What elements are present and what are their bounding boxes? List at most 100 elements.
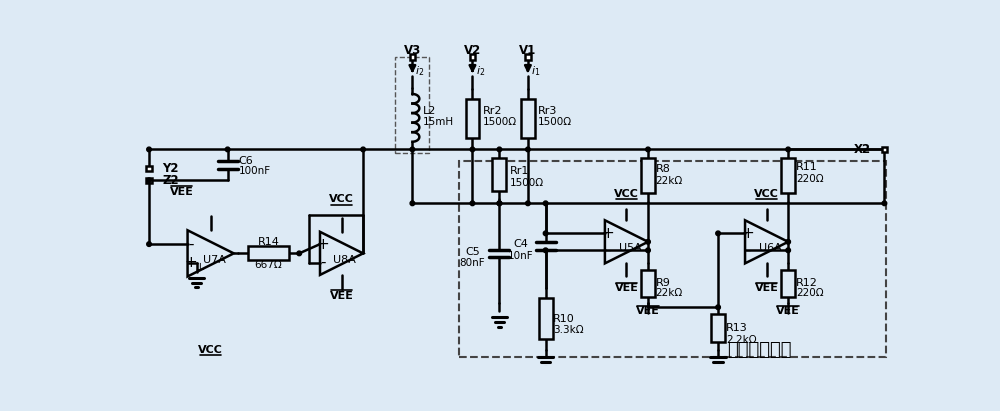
Bar (525, 54, 531, 60)
Bar (539, 298, 553, 339)
Text: 22kΩ: 22kΩ (656, 289, 683, 298)
Text: V3: V3 (404, 44, 421, 58)
Circle shape (225, 147, 230, 152)
Circle shape (882, 201, 887, 206)
Bar (492, 158, 506, 191)
Bar (146, 178, 152, 183)
Text: 改变蔡氏电路: 改变蔡氏电路 (727, 341, 791, 359)
Circle shape (497, 201, 502, 206)
Circle shape (470, 147, 475, 152)
Bar (470, 54, 475, 60)
Bar (466, 99, 479, 138)
Text: VEE: VEE (169, 187, 193, 197)
Circle shape (786, 147, 790, 152)
Bar (882, 147, 887, 152)
Bar (410, 54, 415, 60)
Circle shape (526, 147, 530, 152)
Text: $i_1$: $i_1$ (531, 64, 540, 78)
Text: $i_2$: $i_2$ (415, 64, 425, 78)
Circle shape (297, 251, 302, 256)
Circle shape (786, 248, 790, 253)
Text: +: + (317, 237, 329, 252)
Bar (248, 247, 289, 260)
Circle shape (410, 201, 415, 206)
Bar (521, 99, 535, 138)
Text: -: - (745, 243, 751, 258)
Text: 10nF: 10nF (508, 251, 534, 261)
Text: -: - (188, 237, 193, 252)
Text: Rr1: Rr1 (509, 166, 529, 176)
Circle shape (470, 201, 475, 206)
Bar (781, 270, 795, 297)
Text: -: - (605, 243, 611, 258)
Text: U7A: U7A (203, 254, 226, 265)
Circle shape (147, 242, 151, 247)
Text: 667Ω: 667Ω (255, 260, 282, 270)
Bar (459, 161, 886, 357)
Text: VCC: VCC (614, 189, 639, 199)
Text: V2: V2 (464, 44, 481, 58)
Text: Rr3: Rr3 (538, 106, 557, 116)
Text: R12: R12 (796, 277, 818, 288)
Text: -: - (320, 255, 326, 270)
Text: 22kΩ: 22kΩ (656, 176, 683, 186)
Circle shape (646, 147, 650, 152)
Text: Z2: Z2 (162, 174, 179, 187)
Text: X2: X2 (853, 143, 871, 156)
Circle shape (543, 201, 548, 206)
Text: R8: R8 (656, 164, 671, 174)
Text: R14: R14 (257, 237, 279, 247)
Text: R11: R11 (796, 162, 818, 172)
Text: 1500Ω: 1500Ω (482, 118, 517, 127)
Circle shape (543, 231, 548, 236)
Text: 220Ω: 220Ω (796, 289, 823, 298)
Bar (395, 57, 429, 153)
Text: C5: C5 (465, 247, 480, 257)
Text: U8A: U8A (333, 254, 356, 265)
Text: 2.2kΩ: 2.2kΩ (726, 335, 756, 344)
Text: 1500Ω: 1500Ω (509, 178, 544, 187)
Bar (641, 270, 655, 297)
Text: 220Ω: 220Ω (796, 174, 823, 184)
Text: C6: C6 (238, 156, 253, 166)
Text: VCC: VCC (754, 189, 779, 199)
Circle shape (147, 178, 151, 182)
Text: R10: R10 (553, 314, 575, 324)
Text: Y2: Y2 (162, 162, 179, 175)
Text: C4: C4 (514, 239, 528, 249)
Text: +: + (184, 255, 197, 270)
Circle shape (786, 240, 790, 244)
Circle shape (646, 240, 650, 244)
Text: VEE: VEE (755, 283, 779, 293)
Text: U6A: U6A (759, 243, 782, 253)
Text: +: + (602, 226, 614, 241)
Circle shape (526, 201, 530, 206)
Text: VCC: VCC (329, 194, 354, 204)
Circle shape (147, 147, 151, 152)
Text: VEE: VEE (776, 306, 800, 316)
Text: R13: R13 (726, 323, 748, 333)
Bar (781, 158, 795, 193)
Text: R9: R9 (656, 277, 671, 288)
Text: 100nF: 100nF (238, 166, 271, 176)
Text: VEE: VEE (636, 306, 660, 316)
Text: 80nF: 80nF (460, 259, 485, 268)
Text: V1: V1 (519, 44, 537, 58)
Bar (146, 166, 152, 171)
Circle shape (716, 305, 720, 309)
Circle shape (716, 231, 720, 236)
Text: VEE: VEE (615, 283, 638, 293)
Circle shape (497, 201, 502, 206)
Text: L2: L2 (422, 106, 436, 116)
Text: 15mH: 15mH (422, 118, 454, 127)
Circle shape (361, 147, 365, 152)
Circle shape (410, 147, 415, 152)
Text: VEE: VEE (330, 291, 353, 301)
Bar (641, 158, 655, 193)
Text: 1500Ω: 1500Ω (538, 118, 572, 127)
Text: Rr2: Rr2 (482, 106, 502, 116)
Text: ┴: ┴ (197, 266, 203, 275)
Text: 3.3kΩ: 3.3kΩ (553, 326, 584, 335)
Text: $i_2$: $i_2$ (476, 64, 485, 78)
Bar (711, 314, 725, 342)
